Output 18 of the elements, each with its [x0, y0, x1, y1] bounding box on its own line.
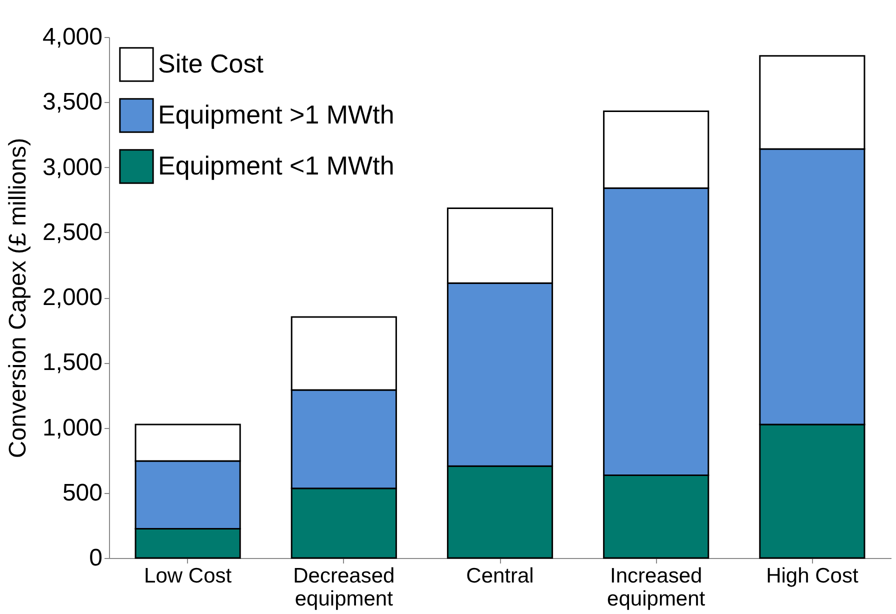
x-tick-label: High Cost	[766, 564, 858, 588]
y-tick-label: 4,000	[42, 24, 102, 50]
y-tick-label: 3,500	[42, 88, 102, 116]
y-tick-label: 2,500	[42, 218, 102, 246]
x-tick-label: Increased equipment	[607, 564, 706, 610]
y-tick-label: 1,500	[42, 349, 102, 376]
x-tick-label: Central	[466, 564, 534, 588]
y-tick-label: 500	[62, 479, 102, 506]
legend-label: Equipment <1 MWth	[158, 150, 394, 180]
y-tick-label: 3,000	[42, 154, 102, 181]
y-tick-label: 2,000	[42, 284, 102, 311]
legend-label: Equipment >1 MWth	[158, 100, 394, 130]
x-tick-label: Decreased equipment	[293, 564, 395, 610]
y-axis-title: Conversion Capex (£ millions)	[4, 138, 32, 458]
legend-label: Site Cost	[158, 48, 264, 78]
y-tick-label: 1,000	[42, 414, 102, 442]
x-tick-label: Low Cost	[144, 564, 232, 588]
y-tick-label: 0	[89, 544, 102, 572]
